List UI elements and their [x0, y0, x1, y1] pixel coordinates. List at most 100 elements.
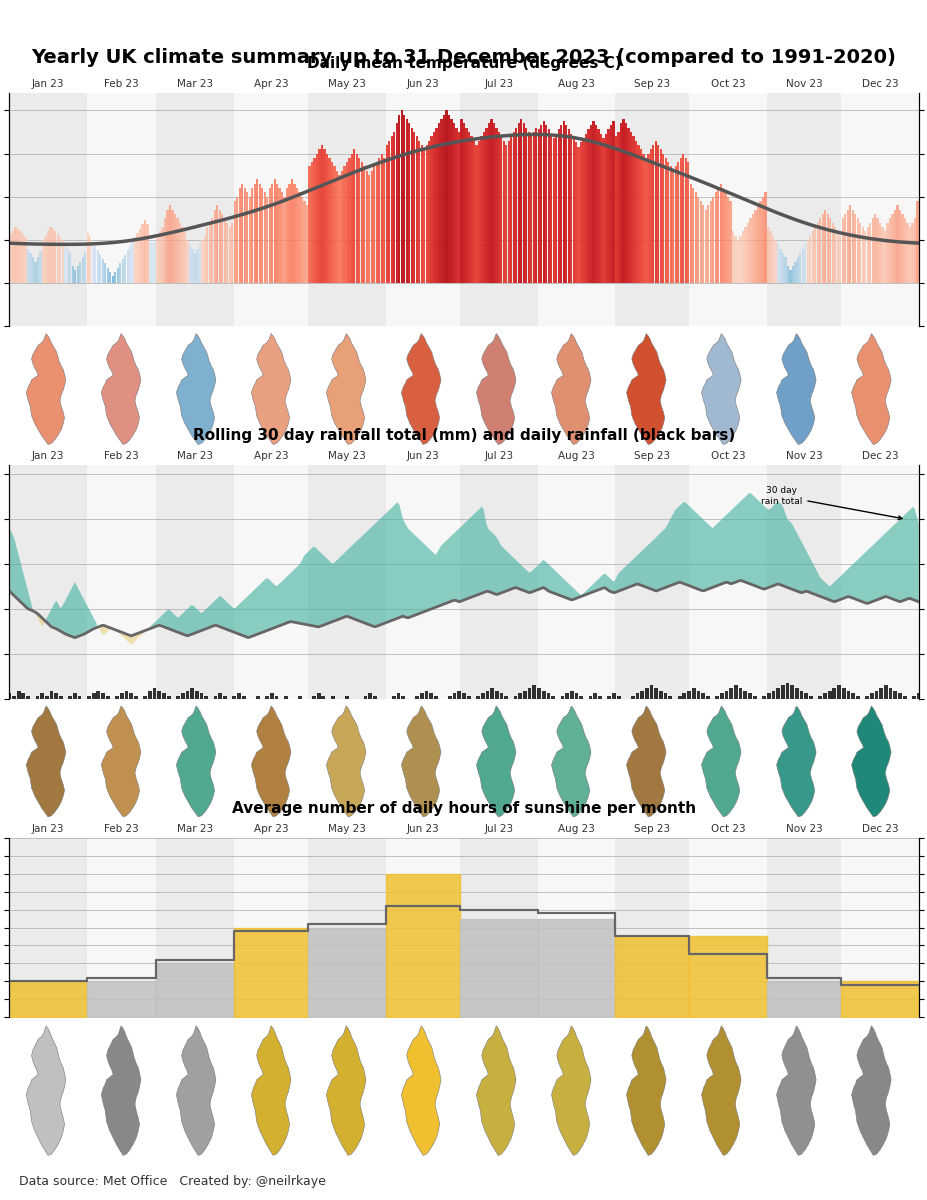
Bar — [448, 696, 451, 698]
Polygon shape — [701, 334, 741, 444]
Bar — [148, 241, 151, 283]
Bar — [263, 192, 265, 283]
Bar — [256, 696, 260, 698]
Bar — [22, 234, 24, 283]
Bar — [731, 232, 733, 283]
Bar — [154, 241, 156, 283]
Bar — [902, 696, 906, 698]
Bar — [211, 218, 213, 283]
Bar — [136, 233, 138, 283]
Bar — [644, 158, 646, 283]
Bar — [473, 140, 475, 283]
Bar — [32, 257, 34, 283]
Bar — [470, 137, 472, 283]
Bar — [455, 127, 457, 283]
Bar — [167, 696, 171, 698]
Bar — [151, 241, 154, 283]
Bar — [729, 202, 730, 283]
Bar — [99, 254, 101, 283]
Bar — [804, 694, 807, 698]
Bar — [12, 232, 14, 283]
Bar — [101, 259, 104, 283]
Bar — [818, 696, 821, 698]
Bar — [851, 210, 853, 283]
Bar — [316, 694, 320, 698]
Bar — [186, 240, 188, 283]
Bar — [271, 184, 273, 283]
Bar — [631, 137, 634, 283]
Bar — [368, 175, 370, 283]
Bar — [206, 227, 209, 283]
Bar — [176, 696, 180, 698]
Bar — [213, 696, 217, 698]
Bar — [358, 158, 360, 283]
Bar — [231, 223, 234, 283]
Bar — [313, 158, 315, 283]
Bar — [523, 690, 527, 698]
Bar — [853, 214, 856, 283]
Bar — [143, 696, 147, 698]
Bar — [482, 132, 485, 283]
Bar — [649, 149, 652, 283]
Bar — [166, 210, 169, 283]
Bar — [796, 257, 798, 283]
Bar — [27, 248, 29, 283]
Bar — [9, 838, 86, 1018]
Bar — [157, 235, 159, 283]
Bar — [396, 694, 400, 698]
Bar — [375, 162, 377, 283]
Bar — [67, 248, 69, 283]
Bar — [588, 696, 591, 698]
Polygon shape — [326, 706, 365, 817]
Title: Rolling 30 day rainfall total (mm) and daily rainfall (black bars): Rolling 30 day rainfall total (mm) and d… — [193, 428, 734, 444]
Bar — [420, 694, 424, 698]
Polygon shape — [476, 334, 515, 444]
Text: Jan 23: Jan 23 — [32, 451, 64, 461]
Bar — [159, 232, 161, 283]
Bar — [776, 245, 779, 283]
Bar — [781, 253, 783, 283]
Polygon shape — [476, 706, 515, 817]
Bar — [841, 838, 918, 1018]
Bar — [641, 154, 644, 283]
Bar — [733, 235, 736, 283]
Bar — [353, 149, 355, 283]
Polygon shape — [101, 334, 141, 444]
Bar — [497, 132, 500, 283]
Bar — [333, 167, 336, 283]
Text: Mar 23: Mar 23 — [177, 451, 212, 461]
Bar — [711, 197, 714, 283]
Text: Nov 23: Nov 23 — [785, 824, 821, 834]
Bar — [361, 162, 362, 283]
Bar — [278, 188, 281, 283]
Bar — [78, 696, 82, 698]
Polygon shape — [551, 706, 590, 817]
Bar — [89, 238, 91, 283]
Bar — [552, 138, 554, 283]
Bar — [622, 119, 624, 283]
Bar — [435, 127, 438, 283]
Bar — [754, 210, 756, 283]
Bar — [96, 690, 100, 698]
Bar — [739, 235, 741, 283]
Bar — [308, 838, 385, 1018]
Bar — [69, 696, 72, 698]
Title: Average number of daily hours of sunshine per month: Average number of daily hours of sunshin… — [232, 800, 695, 816]
Bar — [270, 694, 273, 698]
Bar — [662, 154, 664, 283]
Bar — [717, 188, 718, 283]
Text: Nov 23: Nov 23 — [785, 79, 821, 89]
Bar — [391, 696, 395, 698]
Bar — [477, 140, 479, 283]
Bar — [452, 694, 456, 698]
Bar — [181, 227, 184, 283]
Bar — [232, 696, 235, 698]
Bar — [256, 180, 258, 283]
Bar — [275, 184, 278, 283]
Bar — [575, 143, 577, 283]
Bar — [599, 133, 602, 283]
Polygon shape — [26, 334, 66, 444]
Bar — [827, 690, 831, 698]
Bar — [637, 145, 639, 283]
Bar — [126, 251, 129, 283]
